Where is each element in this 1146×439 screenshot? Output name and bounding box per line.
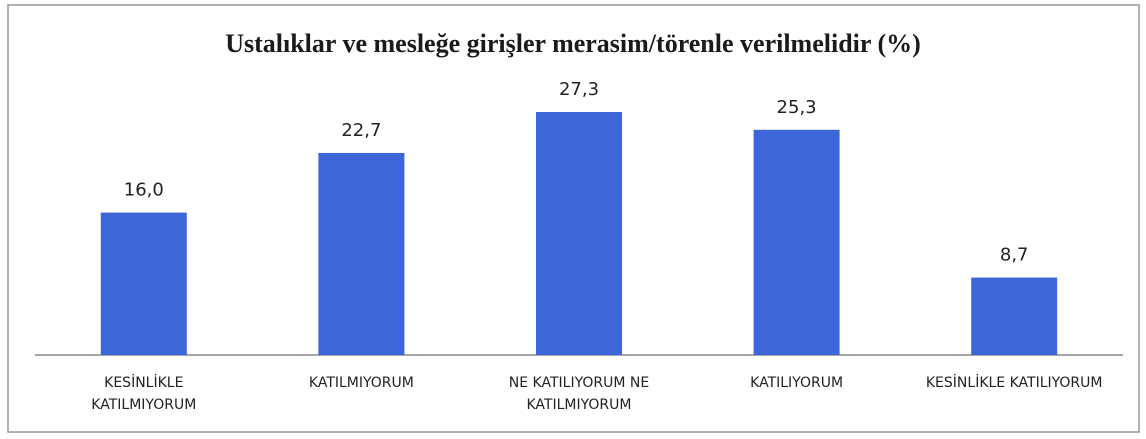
chart-title: Ustalıklar ve mesleğe girişler merasim/t… <box>225 29 921 58</box>
value-label: 16,0 <box>124 180 164 201</box>
x-tick-label: KATILIYORUM <box>750 375 844 391</box>
bar <box>971 277 1058 355</box>
x-tick-label: KESİNLİKLE KATILIYORUM <box>925 375 1103 391</box>
bar <box>100 212 187 355</box>
x-tick-label: KATILMIYORUM <box>308 375 414 391</box>
chart-border <box>7 4 1140 433</box>
value-label: 27,3 <box>559 79 599 100</box>
value-label: 22,7 <box>341 120 381 141</box>
bar <box>536 112 622 355</box>
value-label: 25,3 <box>777 97 817 118</box>
x-tick-label: KESİNLİKLE KATILMIYORUM <box>91 375 197 413</box>
value-label: 8,7 <box>1000 245 1029 266</box>
x-tick-label: NE KATILIYORUM NE KATILMIYORUM <box>508 375 650 413</box>
bar <box>318 152 405 355</box>
bar <box>753 129 840 355</box>
